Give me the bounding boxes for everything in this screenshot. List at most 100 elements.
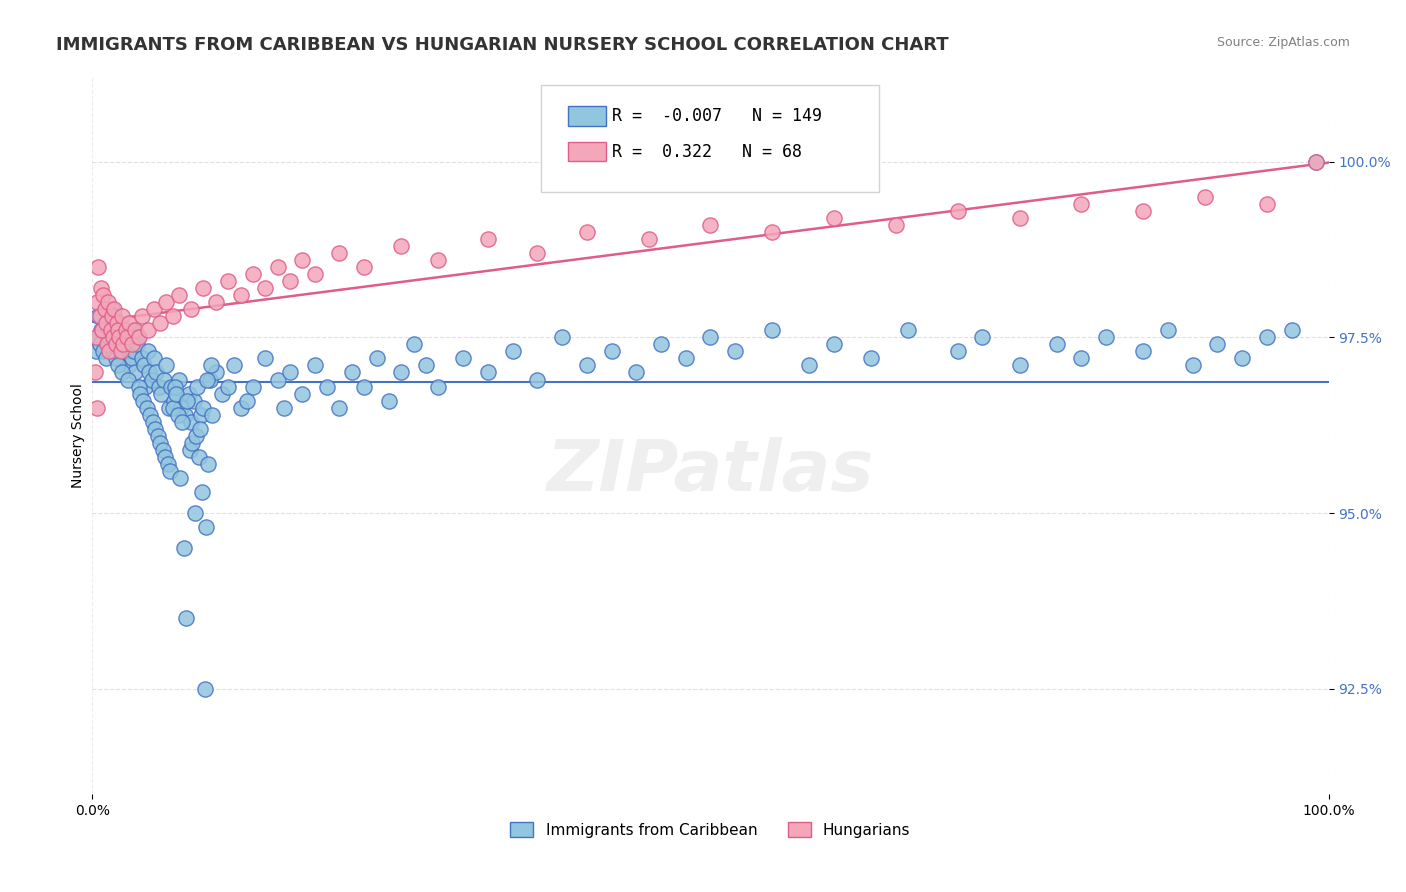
Point (477, 366, 499, 380)
Point (166, 408, 188, 422)
Point (1256, 330, 1278, 344)
Point (91, 344, 114, 359)
Point (179, 442, 201, 457)
Point (162, 310, 184, 324)
Point (427, 379, 450, 393)
Point (526, 246, 548, 260)
Point (163, 379, 186, 393)
Point (184, 506, 207, 520)
Point (134, 359, 156, 373)
Point (172, 415, 194, 429)
Point (84, 330, 107, 344)
Point (118, 316, 141, 330)
Point (104, 337, 127, 351)
Point (96, 323, 118, 337)
Point (761, 323, 783, 337)
Point (699, 330, 721, 344)
Point (101, 310, 124, 324)
Point (91, 330, 114, 344)
Point (128, 330, 150, 344)
Point (125, 337, 148, 351)
Point (188, 422, 211, 436)
Point (127, 330, 149, 344)
Point (107, 359, 129, 373)
Point (1008, 211, 1031, 225)
Point (112, 330, 135, 344)
Point (87, 260, 110, 274)
Point (187, 450, 209, 464)
Point (366, 351, 388, 366)
Point (304, 359, 326, 373)
Point (167, 372, 190, 386)
Point (136, 344, 159, 359)
Point (177, 386, 200, 401)
Point (156, 457, 179, 471)
Text: ZIPatlas: ZIPatlas (547, 437, 875, 506)
Point (502, 344, 524, 359)
Point (121, 337, 143, 351)
Point (103, 302, 125, 317)
Point (195, 372, 218, 386)
Point (273, 401, 295, 415)
Point (143, 351, 166, 366)
Point (150, 386, 173, 401)
Point (724, 344, 747, 359)
Text: IMMIGRANTS FROM CARIBBEAN VS HUNGARIAN NURSERY SCHOOL CORRELATION CHART: IMMIGRANTS FROM CARIBBEAN VS HUNGARIAN N… (56, 36, 949, 54)
Point (1070, 351, 1092, 366)
Point (117, 372, 139, 386)
Point (118, 359, 141, 373)
Point (1230, 351, 1253, 366)
Point (1046, 337, 1069, 351)
Point (278, 274, 301, 288)
Point (427, 253, 450, 268)
Point (145, 366, 167, 380)
Point (86, 401, 108, 415)
Point (211, 386, 233, 401)
Point (1181, 359, 1204, 373)
Point (163, 393, 186, 408)
Point (761, 225, 783, 239)
Point (205, 366, 228, 380)
Point (122, 344, 145, 359)
Point (104, 351, 127, 366)
Text: Source: ZipAtlas.com: Source: ZipAtlas.com (1216, 36, 1350, 49)
Point (108, 330, 131, 344)
Point (1194, 190, 1216, 204)
Point (1281, 323, 1303, 337)
Point (84, 344, 107, 359)
Point (157, 401, 180, 415)
Point (149, 316, 172, 330)
Point (103, 310, 125, 324)
Point (217, 379, 239, 393)
Point (353, 260, 375, 274)
Point (143, 422, 166, 436)
Point (972, 330, 994, 344)
Point (153, 372, 176, 386)
Point (278, 366, 301, 380)
Point (699, 218, 721, 232)
Point (217, 274, 239, 288)
Point (169, 471, 191, 485)
Point (1305, 154, 1327, 169)
Point (1157, 323, 1180, 337)
Point (353, 379, 375, 393)
Point (98, 330, 121, 344)
Point (143, 302, 166, 317)
Point (242, 379, 264, 393)
Point (94, 316, 117, 330)
Point (180, 302, 202, 317)
Point (205, 295, 228, 310)
Point (173, 541, 195, 555)
Point (129, 386, 152, 401)
Point (93, 302, 115, 317)
Point (186, 379, 208, 393)
Point (946, 344, 969, 359)
Point (124, 366, 146, 380)
Point (197, 457, 219, 471)
Point (328, 401, 350, 415)
Point (190, 408, 212, 422)
Point (389, 366, 412, 380)
Point (198, 372, 221, 386)
Point (600, 344, 623, 359)
Text: R =  -0.007   N = 149: R = -0.007 N = 149 (612, 107, 821, 125)
